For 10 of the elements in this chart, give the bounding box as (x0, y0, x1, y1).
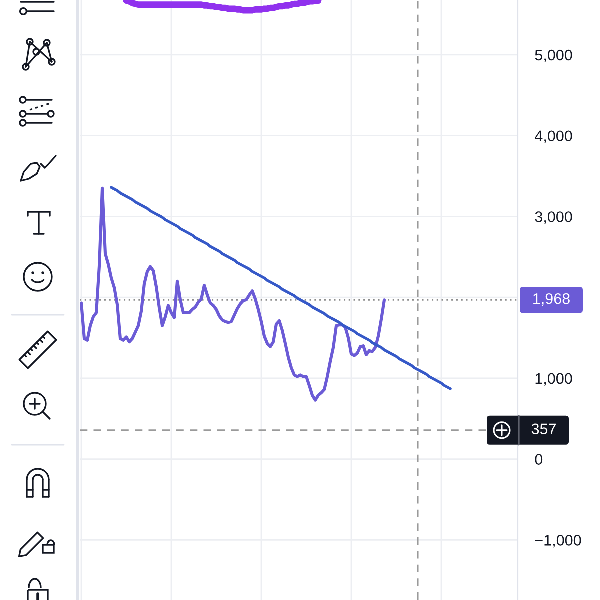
y-tick-label: 1,000 (536, 373, 572, 386)
ref-line-label: 357 (532, 424, 556, 435)
line-series (80, 186, 386, 402)
y-tick-label: 3,000 (535, 212, 572, 224)
y-tick-label: −1,000 (535, 535, 582, 548)
y-tick-label: 0 (535, 454, 543, 465)
ref-line-label: 1,968 (534, 293, 570, 306)
y-tick-label: 5,000 (535, 50, 572, 62)
line-series (110, 186, 452, 390)
y-tick-label: 4,000 (535, 130, 572, 144)
